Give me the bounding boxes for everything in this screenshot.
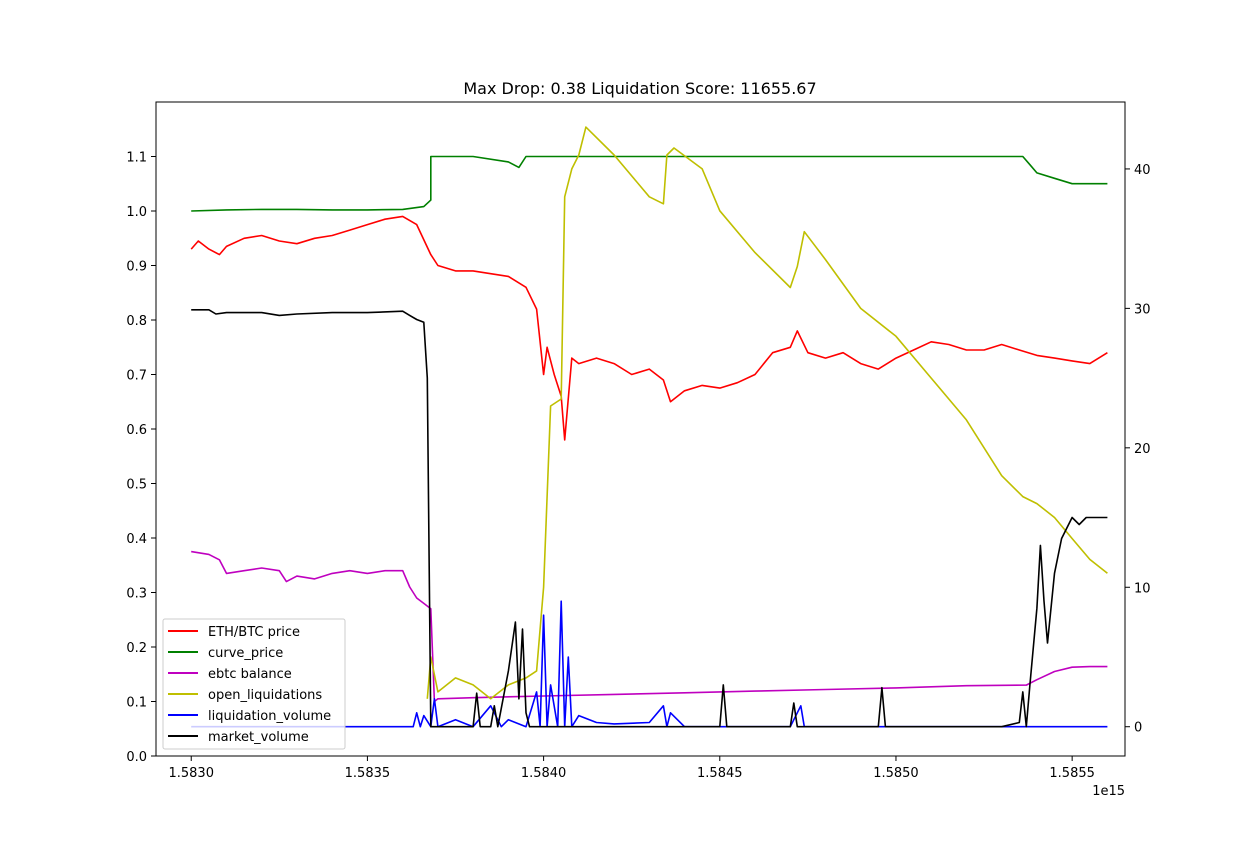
y-left-tick-label: 0.4 [126, 532, 147, 547]
legend-label: liquidation_volume [208, 709, 331, 724]
legend-label: ETH/BTC price [208, 625, 300, 640]
y-axis-right: 0 10 20 30 40 [1125, 163, 1151, 736]
y-right-tick-label: 40 [1134, 163, 1151, 178]
x-tick-label: 1.5855 [1049, 766, 1095, 781]
y-right-tick-label: 30 [1134, 302, 1151, 317]
legend-label: curve_price [208, 646, 283, 661]
y-left-tick-label: 0.9 [126, 260, 147, 275]
legend-label: open_liquidations [208, 688, 322, 703]
y-left-tick-label: 0.5 [126, 478, 147, 493]
legend-label: ebtc balance [208, 667, 292, 682]
series-layer [190, 126, 1108, 728]
y-left-tick-label: 0.1 [126, 696, 147, 711]
chart-title: Max Drop: 0.38 Liquidation Score: 11655.… [463, 79, 816, 98]
y-left-tick-label: 0.2 [126, 641, 147, 656]
y-left-tick-label: 0.7 [126, 369, 147, 384]
y-left-tick-label: 1.1 [126, 151, 147, 166]
x-axis: 1.5830 1.5835 1.5840 1.5845 1.5850 1.5855 [168, 756, 1095, 781]
y-right-tick-label: 0 [1134, 721, 1142, 736]
legend-frame [162, 618, 346, 750]
y-left-tick-label: 0.0 [126, 750, 147, 765]
series-line-eth-btc-price [190, 215, 1108, 441]
series-line-curve-price [191, 155, 1108, 212]
x-tick-label: 1.5835 [345, 766, 391, 781]
y-left-tick-label: 0.6 [126, 423, 147, 438]
x-tick-label: 1.5850 [873, 766, 919, 781]
x-tick-label: 1.5845 [697, 766, 743, 781]
x-axis-offset-label: 1e15 [1092, 784, 1125, 799]
y-left-tick-label: 1.0 [126, 205, 147, 220]
y-axis-left: 0.0 0.1 0.2 0.3 0.4 0.5 0.6 0.7 0.8 0.9 1.0 1.1 [126, 151, 156, 765]
y-right-tick-label: 20 [1134, 442, 1151, 457]
y-left-tick-label: 0.8 [126, 314, 147, 329]
series-line-open-liquidations [426, 126, 1108, 700]
series-line-ebtc-balance [191, 550, 1108, 703]
x-tick-label: 1.5830 [168, 766, 214, 781]
y-left-tick-label: 0.3 [126, 587, 147, 602]
x-tick-label: 1.5840 [521, 766, 567, 781]
y-right-tick-label: 10 [1134, 581, 1151, 596]
legend-label: market_volume [208, 730, 309, 745]
series-line-liquidation-volume [191, 600, 1108, 728]
series-line-market-volume [191, 308, 1108, 728]
